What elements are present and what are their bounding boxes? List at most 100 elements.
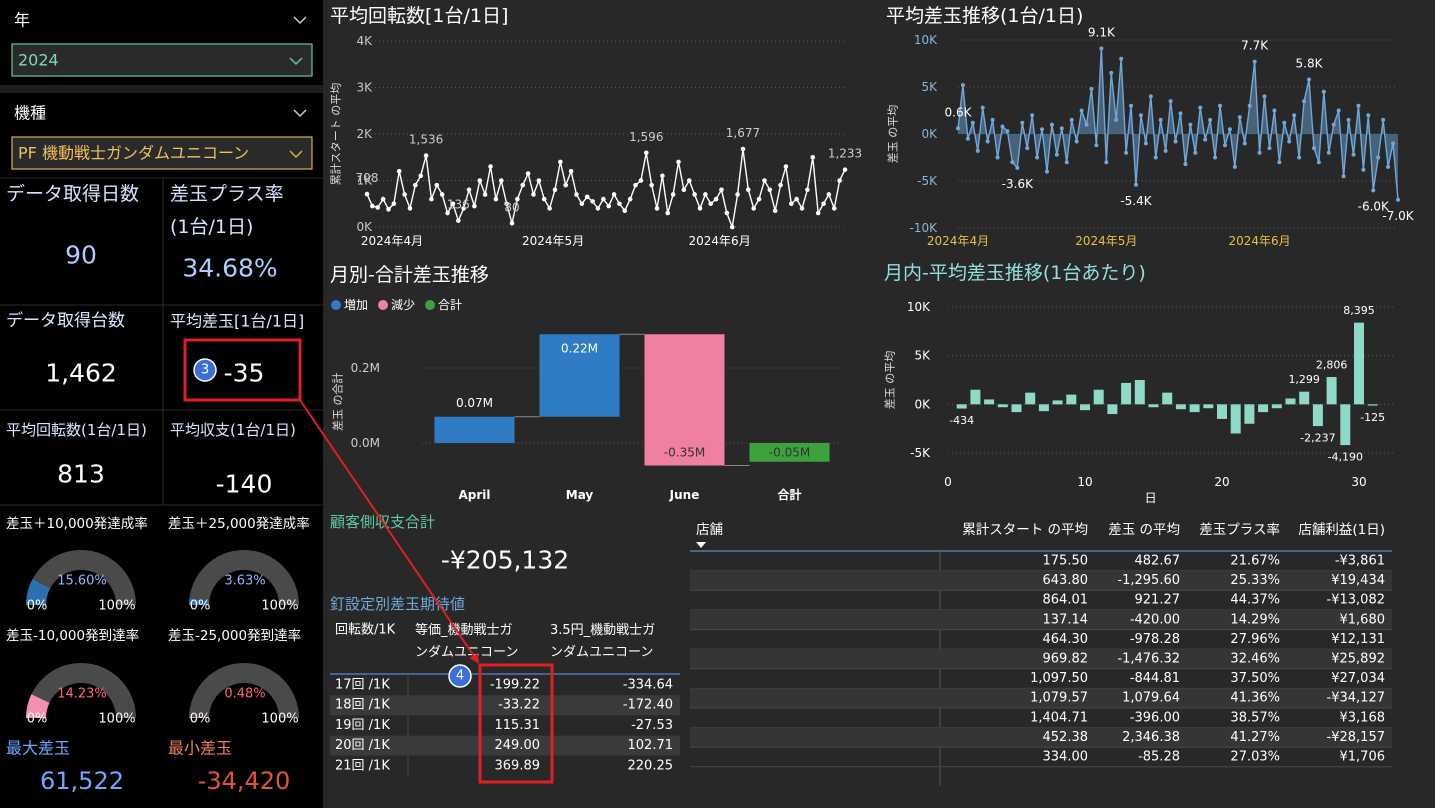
table-cell: -85.28 (1138, 750, 1180, 765)
x-tick-label: 合計 (777, 487, 801, 502)
point (563, 182, 569, 188)
bar (1312, 404, 1323, 427)
point (815, 210, 821, 216)
point (1237, 115, 1242, 120)
x-tick-label: 2024年4月 (927, 234, 989, 248)
x-tick-label: April (458, 488, 490, 502)
point (1361, 167, 1366, 172)
dropdown[interactable] (11, 136, 313, 170)
table-cell: 19回 /1K (335, 718, 390, 733)
chevron (293, 109, 307, 118)
point (590, 199, 595, 204)
point (472, 203, 477, 209)
table-cell: -420.00 (1130, 612, 1180, 627)
y-tick-label: 5K (921, 80, 938, 94)
bar (1025, 392, 1036, 405)
y-tick-label: -5K (910, 446, 931, 460)
point (1124, 150, 1129, 155)
data-label: -0.05M (769, 445, 810, 459)
point (1341, 174, 1346, 179)
point (515, 196, 520, 202)
data-label: 2,806 (1316, 359, 1348, 372)
dropdown[interactable] (11, 43, 313, 77)
data-label: 9.1K (1088, 25, 1116, 39)
gauge-label: 差玉＋10,000発達成率 (6, 516, 148, 532)
point (1222, 143, 1227, 148)
point (686, 178, 692, 183)
point (756, 196, 762, 202)
point (1163, 148, 1168, 153)
highlight-box (478, 663, 554, 784)
point (1079, 108, 1084, 113)
data-label: 1,299 (1288, 373, 1320, 386)
card-label: 平均回転数(1台/1日) (6, 421, 147, 439)
point (1173, 139, 1178, 144)
gauge-min-label: 0% (190, 712, 211, 727)
bar (956, 404, 967, 409)
table-cell: 38.57% (1230, 710, 1280, 725)
bar (1189, 404, 1200, 413)
point (1119, 56, 1124, 61)
dropdown-value: 2024 (18, 51, 59, 70)
extreme-label: 最小差玉 (168, 739, 232, 758)
data-label: -6.0K (1358, 199, 1390, 213)
point (531, 192, 536, 197)
table-cell: 137.14 (1043, 612, 1089, 627)
point (1010, 160, 1015, 165)
point (713, 196, 719, 202)
point (799, 206, 805, 211)
data-label: -3.6K (1002, 177, 1034, 191)
bar (1258, 404, 1269, 413)
y-tick-label: 1K (356, 174, 373, 188)
bar (1162, 392, 1173, 405)
card-value: -35 (224, 359, 265, 388)
point (622, 208, 628, 214)
point (1035, 155, 1040, 160)
point (751, 206, 756, 211)
point (1089, 86, 1094, 91)
point (439, 192, 445, 197)
point (1049, 122, 1054, 127)
sort-indicator[interactable] (696, 542, 706, 548)
point (413, 182, 418, 188)
point (1277, 160, 1282, 165)
point (456, 218, 461, 223)
table-cell: ¥1,680 (1340, 612, 1386, 627)
bar (749, 443, 830, 462)
point (995, 155, 1000, 160)
bar (1107, 404, 1118, 415)
gauge-label: 差玉-25,000発到達率 (168, 628, 301, 644)
area (958, 48, 1398, 200)
table-cell: 334.00 (1043, 750, 1089, 765)
table-row-band (690, 649, 1392, 669)
table-cell: 464.30 (1043, 632, 1089, 647)
card-value: 813 (57, 460, 105, 489)
point (1198, 105, 1203, 110)
point (767, 187, 773, 193)
filter-label: 年 (14, 11, 30, 30)
point (1064, 160, 1069, 165)
bar (997, 404, 1008, 408)
bar (984, 399, 995, 405)
point (1331, 122, 1336, 127)
gauge-min-label: 0% (190, 599, 211, 614)
point (665, 210, 671, 216)
point (370, 203, 375, 209)
point (697, 206, 703, 211)
point (1183, 162, 1188, 167)
point (1316, 160, 1321, 165)
point (670, 192, 676, 197)
table-cell: 37.50% (1230, 671, 1280, 686)
data-label: 708 (356, 171, 379, 185)
point (1257, 150, 1262, 155)
y-axis-title: 差玉 の平均 (886, 105, 900, 164)
point (633, 182, 638, 188)
point (1094, 143, 1099, 148)
point (1366, 113, 1371, 118)
table-cell: ¥19,434 (1331, 573, 1385, 588)
data-label: 1,233 (828, 147, 862, 161)
table-cell: 27.96% (1230, 632, 1280, 647)
point (1054, 152, 1059, 157)
point (552, 187, 558, 193)
point (1143, 141, 1148, 146)
